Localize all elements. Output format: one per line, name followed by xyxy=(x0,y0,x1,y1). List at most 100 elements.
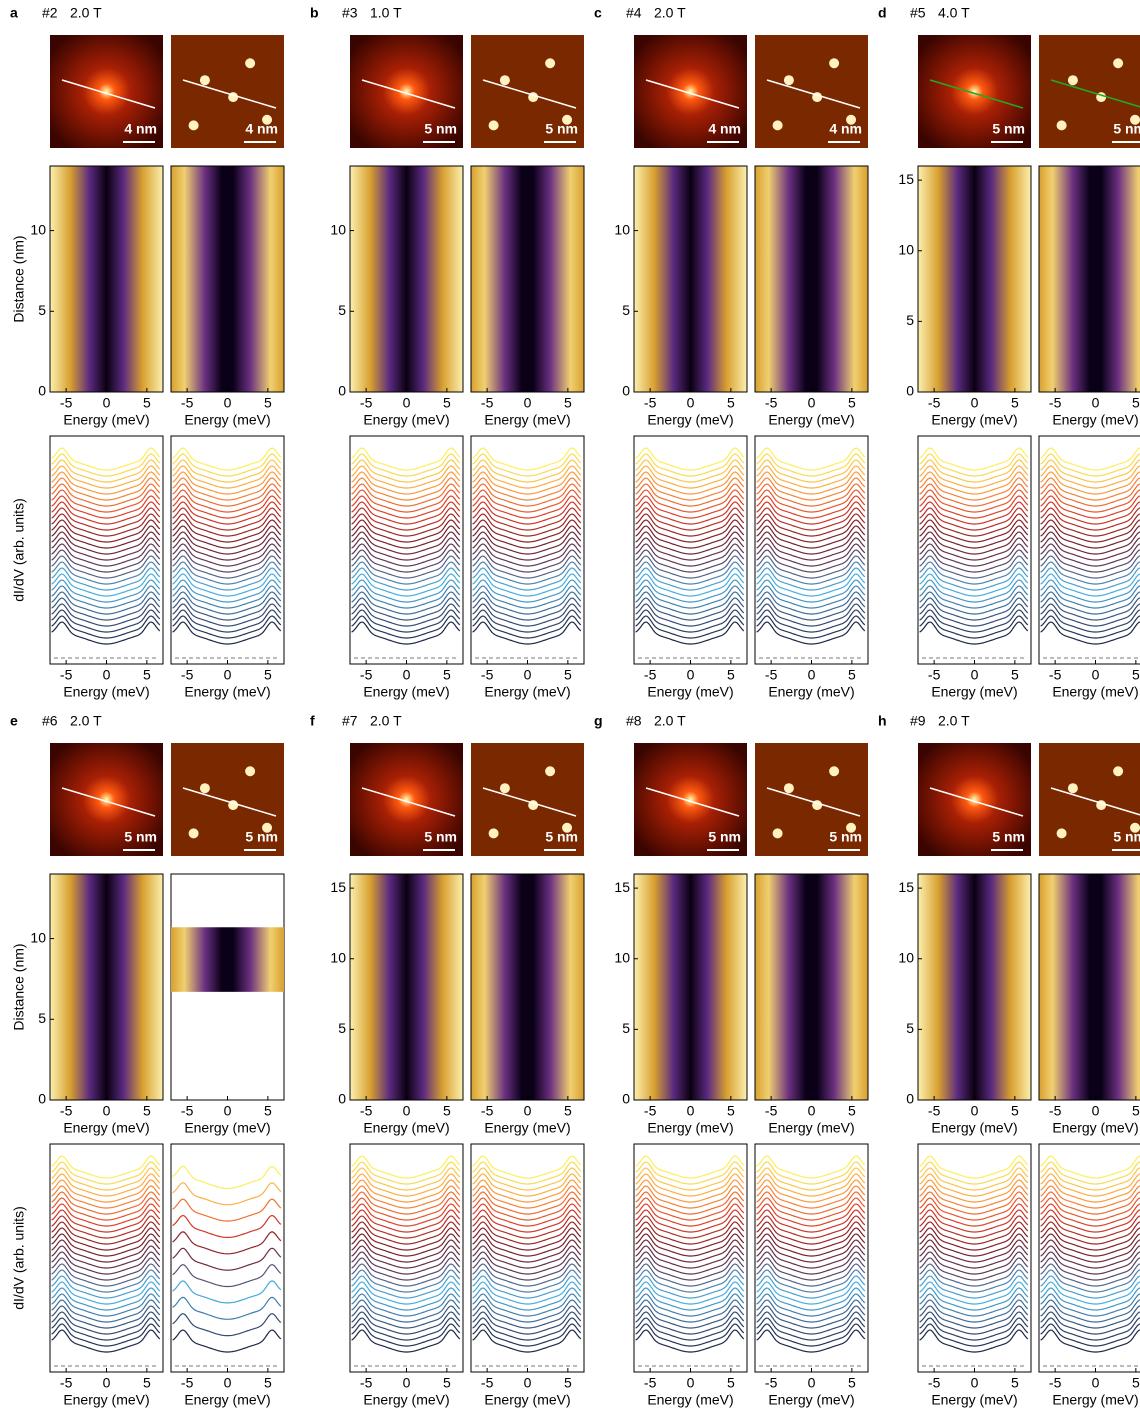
spectrum xyxy=(472,585,582,609)
x-tick-label: 5 xyxy=(1011,1375,1019,1391)
x-tick-label: -5 xyxy=(60,395,73,411)
spectrum xyxy=(919,579,1029,603)
x-tick-label: 5 xyxy=(727,1375,735,1391)
linecut-arrow xyxy=(61,787,156,817)
spectrum xyxy=(172,483,282,507)
spectrum xyxy=(351,1233,461,1257)
spectrum xyxy=(1040,1263,1140,1287)
adatom xyxy=(188,120,199,131)
x-tick-label: -5 xyxy=(928,395,941,411)
x-tick-label: -5 xyxy=(60,667,73,683)
spectrum xyxy=(472,597,582,621)
spectrum xyxy=(756,585,866,609)
x-tick-label: -5 xyxy=(360,1375,373,1391)
spectrum xyxy=(635,501,745,525)
x-axis-label: Energy (meV) xyxy=(484,1120,570,1136)
spectrum xyxy=(756,513,866,537)
spectrum xyxy=(919,1311,1029,1335)
spectrum xyxy=(51,501,161,525)
x-axis-label: Energy (meV) xyxy=(931,412,1017,428)
spectrum xyxy=(472,525,582,549)
x-axis-label: Energy (meV) xyxy=(63,412,149,428)
spectrum xyxy=(919,597,1029,621)
y-tick-label: 5 xyxy=(338,1020,346,1036)
x-axis-label: Energy (meV) xyxy=(647,1120,733,1136)
spectrum xyxy=(351,1239,461,1263)
x-tick-label: -5 xyxy=(481,1103,494,1119)
spectrum xyxy=(919,591,1029,615)
spectrum xyxy=(472,549,582,573)
scale-bar-label: 5 nm xyxy=(124,829,157,845)
spectrum xyxy=(1040,489,1140,513)
panel-label: h xyxy=(878,713,887,729)
spectrum xyxy=(635,573,745,597)
spectrum xyxy=(172,1198,282,1222)
y-tick-label: 0 xyxy=(338,1091,346,1107)
x-axis-label: Energy (meV) xyxy=(768,1392,854,1408)
spectrum xyxy=(51,609,161,633)
spectrum xyxy=(756,1209,866,1233)
image-bg xyxy=(634,35,747,148)
scale-bar-label: 5 nm xyxy=(545,829,578,845)
x-tick-label: -5 xyxy=(360,395,373,411)
spectrum xyxy=(919,531,1029,555)
spectrum xyxy=(472,465,582,489)
spectrum xyxy=(51,495,161,519)
spectrum xyxy=(635,567,745,591)
adatom xyxy=(199,75,210,86)
spectrum xyxy=(472,501,582,525)
x-tick-label: 0 xyxy=(687,1375,695,1391)
x-axis-label: Energy (meV) xyxy=(647,412,733,428)
stm-image: 4 nm xyxy=(755,35,868,148)
x-tick-label: 0 xyxy=(224,395,232,411)
spectrum xyxy=(919,1293,1029,1317)
sample-label: #8 xyxy=(626,713,642,729)
x-axis-label: Energy (meV) xyxy=(931,1120,1017,1136)
x-axis-label: Energy (meV) xyxy=(931,684,1017,700)
spectrum xyxy=(51,1215,161,1239)
stm-image: 5 nm xyxy=(918,35,1031,148)
spectrum xyxy=(1040,1221,1140,1245)
x-tick-label: -5 xyxy=(644,1103,657,1119)
spectrum xyxy=(472,1293,582,1317)
spectrum xyxy=(351,507,461,531)
spectrum xyxy=(1040,537,1140,561)
spectrum xyxy=(351,615,461,639)
spectrum xyxy=(351,447,461,471)
x-axis-label: Energy (meV) xyxy=(647,1392,733,1408)
x-tick-label: 0 xyxy=(808,395,816,411)
spectrum xyxy=(1040,1245,1140,1269)
spectrum xyxy=(1040,567,1140,591)
spectrum xyxy=(756,519,866,543)
image-bg xyxy=(918,35,1031,148)
x-tick-label: 0 xyxy=(403,1103,411,1119)
heatmap xyxy=(1038,873,1140,1101)
spectrum xyxy=(51,1323,161,1347)
spectrum xyxy=(172,1264,282,1288)
spectrum xyxy=(1040,1275,1140,1299)
spectrum xyxy=(756,1311,866,1335)
spectrum xyxy=(472,471,582,495)
heatmap xyxy=(754,873,869,1101)
spectrum xyxy=(919,537,1029,561)
spectrum xyxy=(172,1214,282,1239)
x-tick-label: 0 xyxy=(224,1103,232,1119)
spectrum xyxy=(51,1281,161,1305)
scale-bar-label: 5 nm xyxy=(829,829,862,845)
spectrum xyxy=(172,495,282,519)
x-tick-label: -5 xyxy=(1049,1375,1062,1391)
x-tick-label: 0 xyxy=(103,395,111,411)
spectrum xyxy=(351,1275,461,1299)
spectrum xyxy=(919,447,1029,471)
spectrum xyxy=(635,1215,745,1239)
spectrum xyxy=(51,1305,161,1329)
spectrum xyxy=(472,1197,582,1221)
x-axis-label: Energy (meV) xyxy=(63,684,149,700)
spectrum xyxy=(919,555,1029,579)
spectrum xyxy=(51,1233,161,1257)
x-axis-label: Energy (meV) xyxy=(484,684,570,700)
x-tick-label: 5 xyxy=(727,1103,735,1119)
x-tick-label: 5 xyxy=(143,395,151,411)
spectrum xyxy=(919,1305,1029,1329)
